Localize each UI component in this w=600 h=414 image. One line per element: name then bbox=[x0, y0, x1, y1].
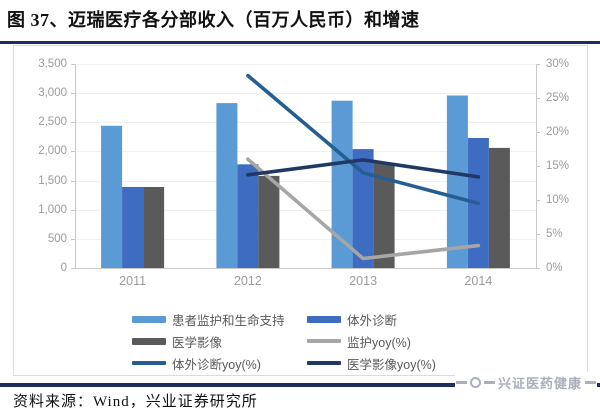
bar-医学影像 bbox=[143, 187, 165, 268]
watermark-text: 兴证医药健康 bbox=[497, 376, 582, 391]
legend-swatch bbox=[307, 361, 341, 365]
left-axis-tick bbox=[71, 151, 75, 153]
bar-患者监护和生命支持 bbox=[446, 95, 468, 268]
y2-axis-tick-label: 20% bbox=[546, 126, 570, 138]
bar-医学影像 bbox=[488, 147, 510, 268]
legend-item: 医学影像yoy(%) bbox=[307, 356, 436, 372]
right-axis-tick bbox=[536, 132, 540, 133]
x-axis-label: 2012 bbox=[233, 274, 262, 288]
right-axis-tick bbox=[536, 200, 540, 201]
bar-患者监护和生命支持 bbox=[216, 103, 238, 268]
gridline bbox=[75, 93, 536, 95]
legend-swatch bbox=[307, 315, 341, 323]
y-axis-tick-label: 500 bbox=[47, 232, 67, 245]
bar-患者监护和生命支持 bbox=[101, 125, 123, 268]
bar-医学影像 bbox=[373, 163, 395, 268]
x-axis-label: 2014 bbox=[464, 274, 493, 288]
right-axis-tick bbox=[536, 64, 540, 65]
legend-label: 体外诊断yoy(%) bbox=[172, 357, 261, 372]
legend-item: 医学影像 bbox=[132, 334, 223, 350]
left-axis-tick bbox=[71, 209, 75, 211]
y-axis-tick-label: 3,500 bbox=[38, 58, 67, 70]
line-体外诊断yoy(%) bbox=[246, 73, 481, 206]
y2-axis-line bbox=[536, 64, 537, 268]
legend-swatch bbox=[132, 337, 166, 345]
y2-axis-tick-label: 0% bbox=[546, 262, 563, 274]
left-axis-tick bbox=[71, 180, 75, 182]
legend-swatch bbox=[132, 361, 166, 365]
legend-swatch bbox=[307, 339, 341, 343]
right-axis-tick bbox=[536, 166, 540, 167]
left-axis-tick bbox=[71, 64, 75, 65]
y2-axis-tick-label: 15% bbox=[546, 160, 570, 172]
right-axis-tick bbox=[536, 98, 540, 99]
y2-axis-tick-label: 25% bbox=[546, 92, 570, 104]
legend-label: 患者监护和生命支持 bbox=[172, 313, 285, 328]
y-axis-tick-label: 1,000 bbox=[38, 203, 67, 216]
left-axis-tick bbox=[71, 93, 75, 95]
y2-axis-tick-label: 10% bbox=[546, 194, 570, 206]
line-监护yoy(%) bbox=[246, 157, 481, 261]
right-axis-tick bbox=[536, 268, 540, 269]
gridline bbox=[75, 64, 536, 65]
footer-rule bbox=[0, 383, 600, 387]
title-rule bbox=[0, 41, 600, 44]
source-note: 资料来源：Wind，兴业证券研究所 bbox=[13, 394, 258, 410]
y-axis-line bbox=[75, 64, 76, 268]
x-axis-label: 2013 bbox=[349, 274, 378, 288]
gridline bbox=[75, 180, 536, 182]
legend-label: 医学影像 bbox=[172, 335, 223, 350]
legend-label: 体外诊断 bbox=[347, 313, 398, 328]
y-axis-tick-label: 3,000 bbox=[38, 87, 67, 100]
legend-label: 监护yoy(%) bbox=[347, 335, 411, 350]
figure-title: 图 37、迈瑞医疗各分部收入（百万人民币）和增速 bbox=[7, 10, 420, 30]
chart-canvas bbox=[101, 73, 510, 268]
left-axis-tick bbox=[71, 268, 75, 269]
bar-体外诊断 bbox=[237, 164, 259, 268]
legend-item: 体外诊断 bbox=[307, 312, 398, 328]
bar-患者监护和生命支持 bbox=[331, 100, 353, 268]
left-axis-tick bbox=[71, 122, 75, 124]
line-医学影像yoy(%) bbox=[246, 158, 481, 179]
y2-axis-tick-label: 5% bbox=[546, 228, 563, 240]
x-axis-line bbox=[75, 268, 537, 269]
y2-axis-tick-label: 30% bbox=[546, 58, 570, 70]
watermark-dash bbox=[585, 381, 596, 384]
legend-swatch bbox=[132, 315, 166, 323]
y-axis-tick-label: 2,000 bbox=[38, 145, 67, 158]
watermark-logo-icon bbox=[469, 377, 481, 388]
legend-item: 监护yoy(%) bbox=[307, 334, 411, 350]
watermark-dash bbox=[455, 381, 467, 384]
legend-label: 医学影像yoy(%) bbox=[347, 357, 436, 372]
y-axis-tick-label: 1,500 bbox=[38, 174, 67, 187]
left-axis-tick bbox=[71, 238, 75, 240]
chart-frame: 3,500 3,000 2,500 2,000 1,500 1,000 500 0 30% 25%… bbox=[13, 45, 588, 376]
bar-体外诊断 bbox=[122, 187, 144, 268]
x-axis-label: 2011 bbox=[119, 274, 147, 288]
bar-医学影像 bbox=[258, 175, 280, 268]
gridline bbox=[75, 151, 536, 153]
y-axis-tick-label: 0 bbox=[60, 262, 67, 274]
y-axis-tick-label: 2,500 bbox=[38, 116, 67, 129]
legend-item: 体外诊断yoy(%) bbox=[132, 356, 261, 372]
legend-item: 患者监护和生命支持 bbox=[132, 312, 285, 328]
watermark: 兴证医药健康 bbox=[455, 372, 597, 393]
watermark-dash bbox=[483, 381, 495, 384]
right-axis-tick bbox=[536, 234, 540, 235]
bar-体外诊断 bbox=[352, 149, 374, 268]
gridline bbox=[75, 238, 536, 240]
